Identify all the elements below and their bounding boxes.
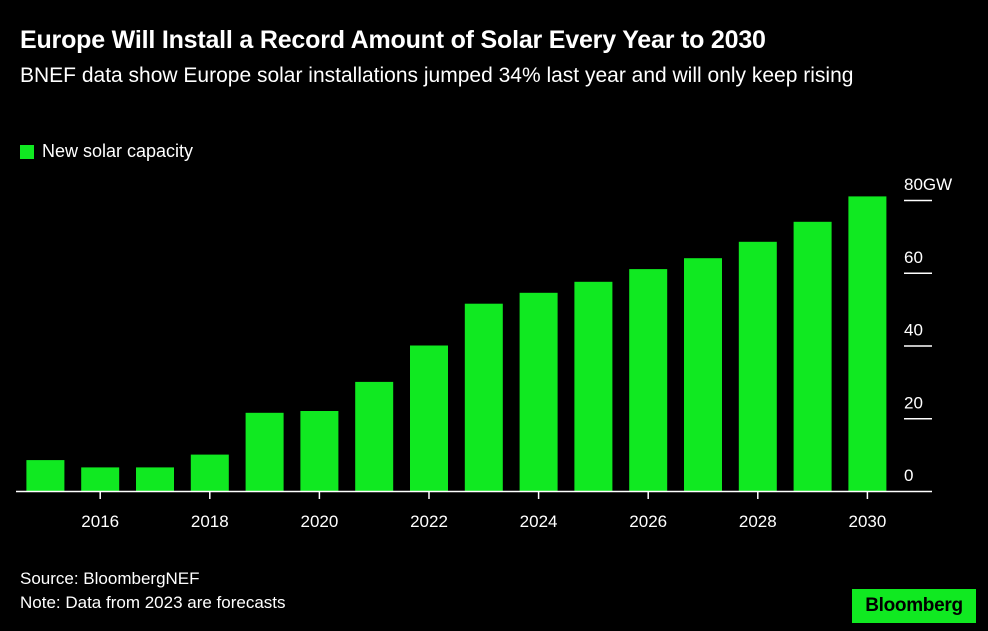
bar-2029 [793, 221, 832, 492]
bar-2028 [738, 241, 777, 491]
chart-title: Europe Will Install a Record Amount of S… [20, 26, 766, 54]
bar-2018 [190, 454, 229, 491]
x-tick-label: 2016 [81, 512, 119, 531]
x-tick-label: 2020 [300, 512, 338, 531]
legend-label: New solar capacity [42, 141, 194, 161]
bar-2026 [629, 269, 668, 491]
x-tick-label: 2022 [410, 512, 448, 531]
bar-2027 [684, 258, 722, 491]
bar-2019 [245, 412, 284, 491]
legend-swatch [20, 144, 34, 159]
bar-2016 [81, 467, 120, 491]
source-note: Source: BloombergNEF [20, 569, 200, 588]
x-tick-label: 2028 [739, 512, 777, 531]
bar-2024 [519, 292, 558, 491]
chart-legend: New solar capacity [20, 141, 193, 162]
bloomberg-logo: Bloomberg [852, 589, 976, 623]
y-tick-label: 80GW [904, 175, 952, 194]
chart-subtitle: BNEF data show Europe solar installation… [20, 64, 854, 87]
bar-2030 [848, 196, 887, 491]
bar-2020 [300, 411, 339, 491]
bar-2015 [26, 460, 65, 491]
chart-footer: Source: BloombergNEF Note: Data from 202… [20, 567, 286, 615]
bar-2025 [574, 281, 613, 491]
x-tick-label: 2030 [848, 512, 886, 531]
bar-2017 [136, 467, 174, 491]
x-tick-label: 2024 [520, 512, 558, 531]
y-tick-label: 60 [904, 248, 923, 267]
x-tick-label: 2026 [629, 512, 667, 531]
bar-2023 [464, 303, 503, 491]
y-tick-label: 40 [904, 321, 923, 340]
forecast-note: Note: Data from 2023 are forecasts [20, 593, 286, 612]
bar-2021 [355, 381, 394, 491]
x-tick-label: 2018 [191, 512, 229, 531]
y-tick-label: 20 [904, 393, 923, 412]
bar-2022 [410, 345, 448, 491]
y-tick-label: 0 [904, 466, 913, 485]
